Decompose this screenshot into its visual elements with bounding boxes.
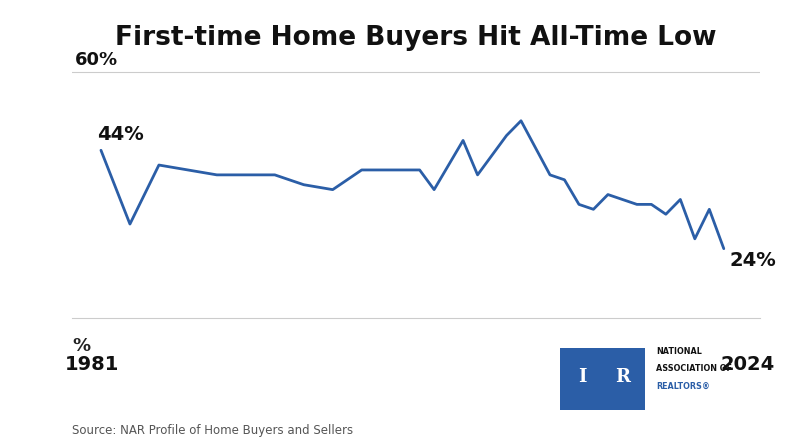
Text: Source: NAR Profile of Home Buyers and Sellers: Source: NAR Profile of Home Buyers and S… <box>72 424 353 437</box>
Title: First-time Home Buyers Hit All-Time Low: First-time Home Buyers Hit All-Time Low <box>115 25 717 51</box>
Text: 1981: 1981 <box>65 355 119 374</box>
Text: 24%: 24% <box>730 251 776 270</box>
Text: 44%: 44% <box>97 125 143 144</box>
Text: 60%: 60% <box>75 51 118 69</box>
Text: %: % <box>72 337 90 355</box>
Text: REALTORS®: REALTORS® <box>656 382 710 391</box>
Text: 2024: 2024 <box>721 355 775 374</box>
Text: R: R <box>615 369 630 386</box>
Text: I: I <box>578 369 586 386</box>
Text: ASSOCIATION OF: ASSOCIATION OF <box>656 364 732 373</box>
FancyBboxPatch shape <box>560 348 645 410</box>
Text: NATIONAL: NATIONAL <box>656 347 702 355</box>
